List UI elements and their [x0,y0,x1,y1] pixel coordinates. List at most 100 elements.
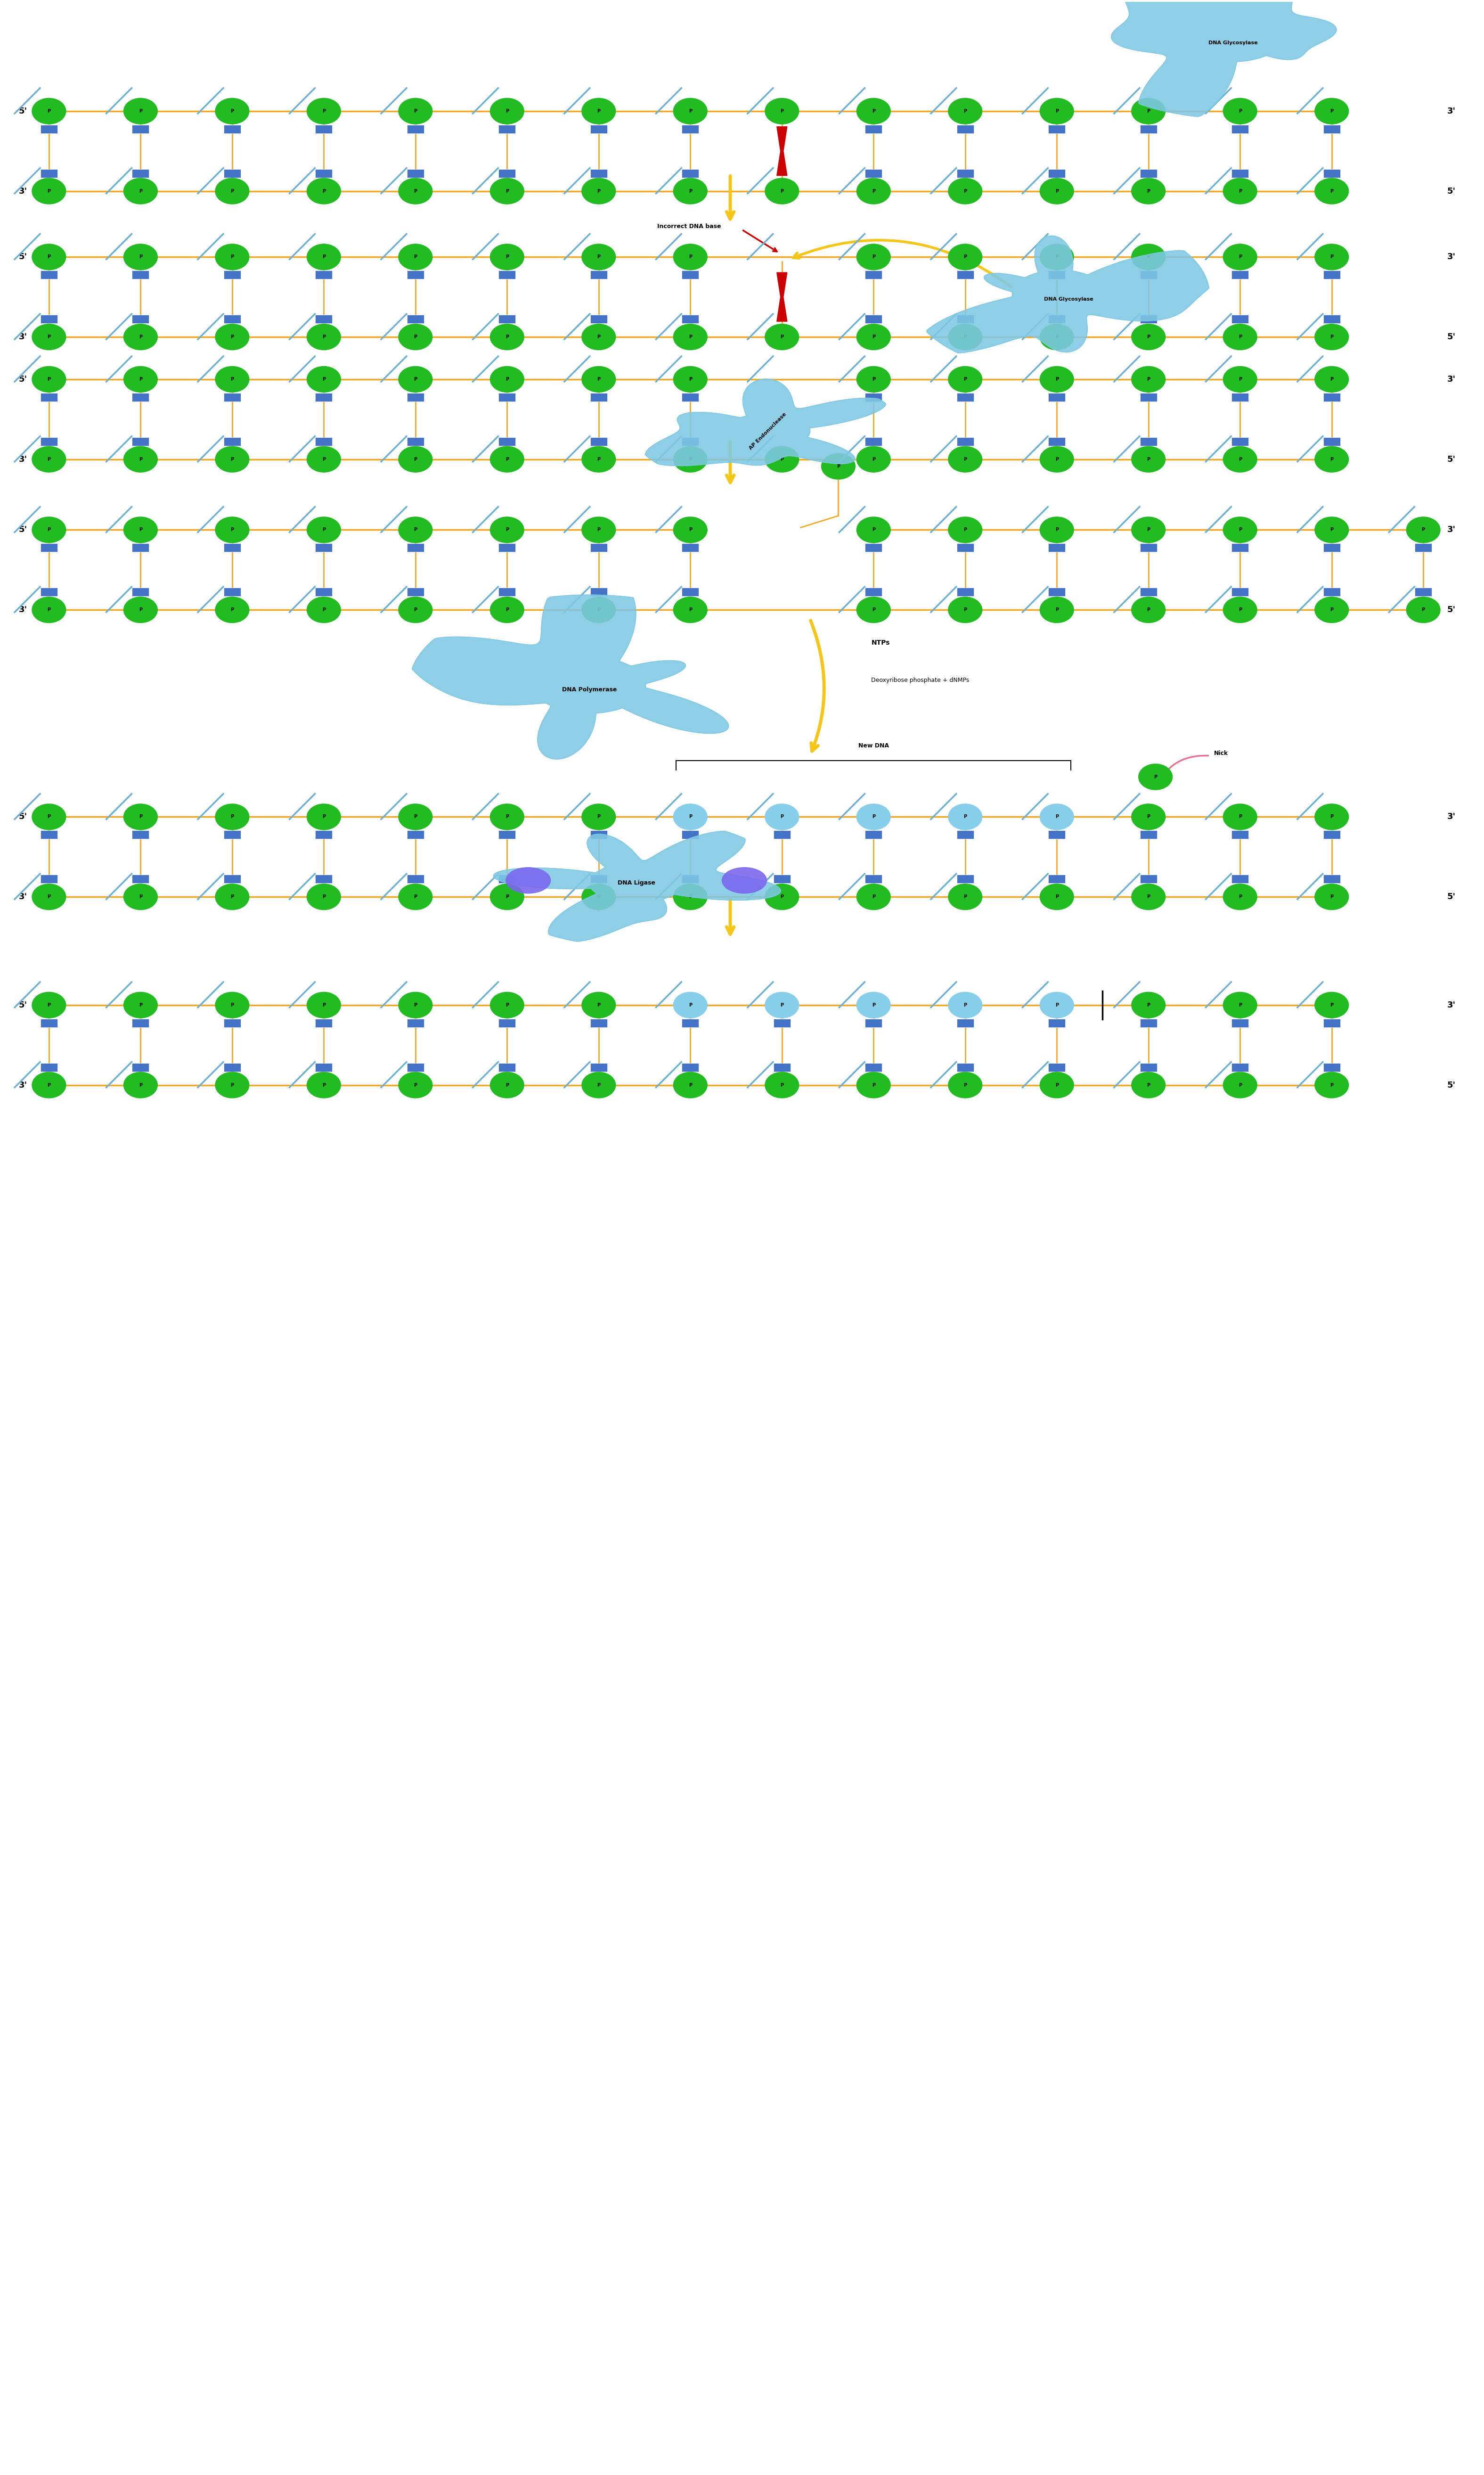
Text: P: P [139,606,142,611]
Ellipse shape [674,596,708,624]
Ellipse shape [1223,324,1257,349]
Text: P: P [414,334,417,339]
FancyBboxPatch shape [224,874,240,884]
Ellipse shape [215,517,249,542]
Ellipse shape [123,992,157,1017]
Text: P: P [963,527,968,532]
Text: P: P [1238,334,1242,339]
Ellipse shape [1223,99,1257,124]
Ellipse shape [1040,324,1074,349]
Ellipse shape [1040,99,1074,124]
Text: P: P [414,376,417,381]
Text: P: P [689,458,692,463]
Ellipse shape [674,366,708,391]
Ellipse shape [1040,366,1074,391]
FancyBboxPatch shape [681,314,699,324]
FancyBboxPatch shape [773,1020,791,1027]
FancyBboxPatch shape [681,587,699,596]
FancyBboxPatch shape [407,1062,424,1072]
Ellipse shape [948,245,982,270]
Text: P: P [1238,188,1242,193]
Ellipse shape [1315,1072,1349,1099]
FancyBboxPatch shape [132,438,148,445]
FancyBboxPatch shape [591,1020,607,1027]
FancyBboxPatch shape [591,1062,607,1072]
Ellipse shape [766,884,798,911]
Ellipse shape [33,366,65,391]
Ellipse shape [215,1072,249,1099]
Text: P: P [1330,527,1333,532]
Text: P: P [1055,606,1058,611]
Text: P: P [963,606,968,611]
FancyBboxPatch shape [316,587,332,596]
FancyBboxPatch shape [407,314,424,324]
Text: 5': 5' [19,1000,27,1010]
Text: P: P [506,893,509,898]
Text: P: P [414,527,417,532]
FancyBboxPatch shape [224,587,240,596]
Ellipse shape [948,178,982,203]
Ellipse shape [490,804,524,829]
Text: P: P [963,1002,968,1007]
Ellipse shape [1223,884,1257,911]
FancyBboxPatch shape [1324,544,1340,552]
FancyBboxPatch shape [1232,544,1248,552]
Ellipse shape [1040,596,1074,624]
Text: DNA Ligase: DNA Ligase [617,879,654,886]
Ellipse shape [490,366,524,391]
Ellipse shape [215,596,249,624]
Text: 3': 3' [1447,1000,1456,1010]
Text: New DNA: New DNA [858,742,889,747]
Ellipse shape [674,178,708,203]
FancyBboxPatch shape [132,874,148,884]
FancyBboxPatch shape [499,874,515,884]
FancyBboxPatch shape [1140,832,1158,839]
FancyBboxPatch shape [1414,544,1432,552]
Text: P: P [781,334,784,339]
FancyBboxPatch shape [1324,1062,1340,1072]
Text: P: P [47,334,50,339]
Text: P: P [322,458,325,463]
Text: P: P [230,458,234,463]
FancyBboxPatch shape [1232,874,1248,884]
Ellipse shape [307,517,341,542]
Text: DNA Glycosylase: DNA Glycosylase [1043,297,1094,302]
Text: P: P [1147,814,1150,819]
FancyBboxPatch shape [681,1020,699,1027]
Ellipse shape [33,804,65,829]
FancyBboxPatch shape [681,544,699,552]
FancyBboxPatch shape [407,832,424,839]
Text: P: P [689,893,692,898]
Text: P: P [47,814,50,819]
Text: P: P [322,1002,325,1007]
FancyBboxPatch shape [591,874,607,884]
FancyBboxPatch shape [132,544,148,552]
Text: 5': 5' [19,812,27,822]
FancyBboxPatch shape [1048,832,1066,839]
Polygon shape [646,379,886,465]
Ellipse shape [674,245,708,270]
Text: P: P [1238,255,1242,260]
Text: P: P [322,814,325,819]
Ellipse shape [1315,245,1349,270]
Text: 5': 5' [1447,893,1456,901]
Ellipse shape [215,884,249,911]
Ellipse shape [1315,178,1349,203]
Text: 3': 3' [1447,525,1456,535]
Ellipse shape [307,178,341,203]
Ellipse shape [1040,884,1074,911]
FancyBboxPatch shape [407,438,424,445]
Ellipse shape [856,178,890,203]
Text: P: P [1055,255,1058,260]
FancyBboxPatch shape [865,314,881,324]
Text: P: P [873,376,876,381]
FancyBboxPatch shape [132,314,148,324]
FancyBboxPatch shape [132,270,148,280]
Ellipse shape [856,596,890,624]
Ellipse shape [1223,245,1257,270]
Text: P: P [414,606,417,611]
FancyBboxPatch shape [865,874,881,884]
Text: P: P [414,1082,417,1087]
FancyBboxPatch shape [407,587,424,596]
Text: P: P [1238,458,1242,463]
